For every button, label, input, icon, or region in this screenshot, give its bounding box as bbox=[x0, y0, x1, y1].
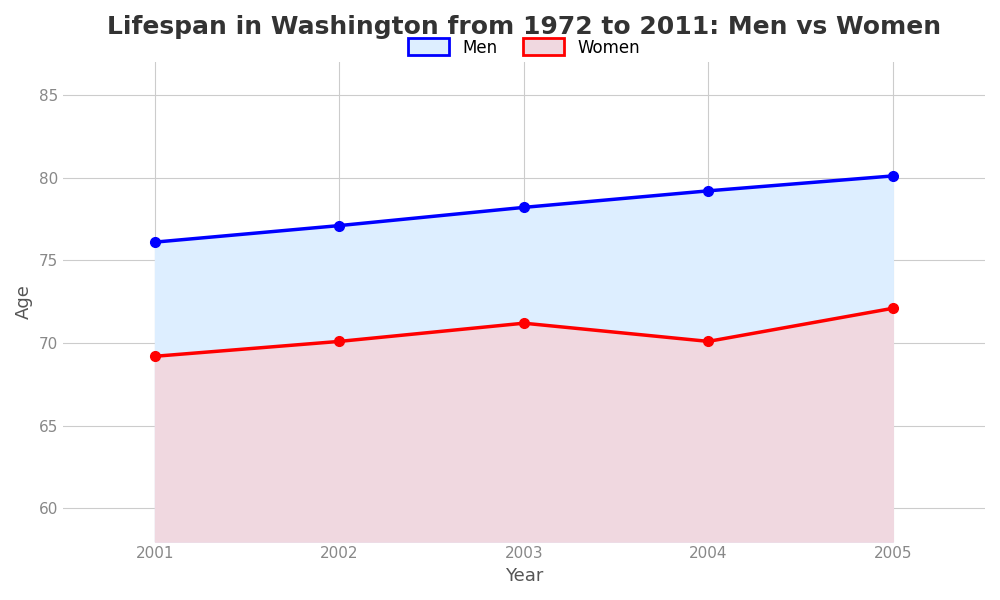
Y-axis label: Age: Age bbox=[15, 284, 33, 319]
Legend: Men, Women: Men, Women bbox=[401, 32, 647, 63]
X-axis label: Year: Year bbox=[505, 567, 543, 585]
Title: Lifespan in Washington from 1972 to 2011: Men vs Women: Lifespan in Washington from 1972 to 2011… bbox=[107, 15, 941, 39]
